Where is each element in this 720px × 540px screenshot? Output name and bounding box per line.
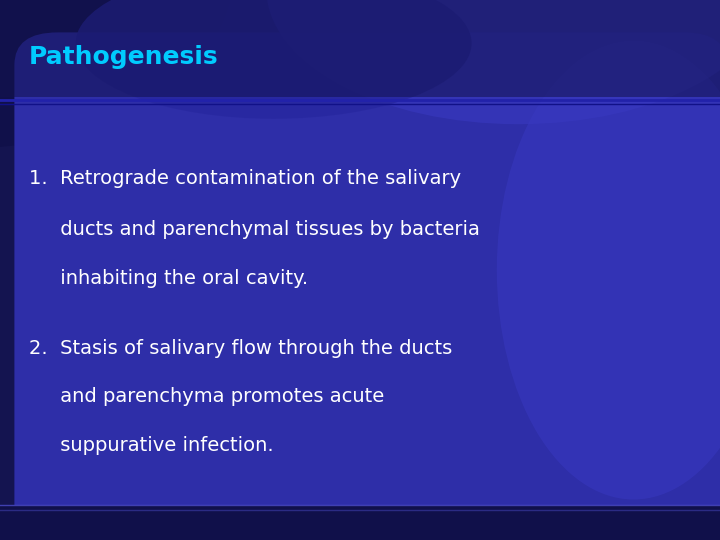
- Text: and parenchyma promotes acute: and parenchyma promotes acute: [29, 387, 384, 407]
- Ellipse shape: [266, 0, 720, 124]
- Text: 1.  Retrograde contamination of the salivary: 1. Retrograde contamination of the saliv…: [29, 168, 461, 188]
- Ellipse shape: [497, 40, 720, 500]
- FancyBboxPatch shape: [0, 505, 720, 540]
- Ellipse shape: [76, 0, 472, 119]
- Text: ducts and parenchymal tissues by bacteria: ducts and parenchymal tissues by bacteri…: [29, 220, 480, 239]
- Text: 2.  Stasis of salivary flow through the ducts: 2. Stasis of salivary flow through the d…: [29, 339, 452, 358]
- Text: Pathogenesis: Pathogenesis: [29, 45, 218, 69]
- FancyBboxPatch shape: [0, 0, 720, 97]
- Text: inhabiting the oral cavity.: inhabiting the oral cavity.: [29, 268, 308, 288]
- Ellipse shape: [0, 0, 234, 148]
- Text: suppurative infection.: suppurative infection.: [29, 436, 274, 455]
- FancyBboxPatch shape: [14, 32, 720, 540]
